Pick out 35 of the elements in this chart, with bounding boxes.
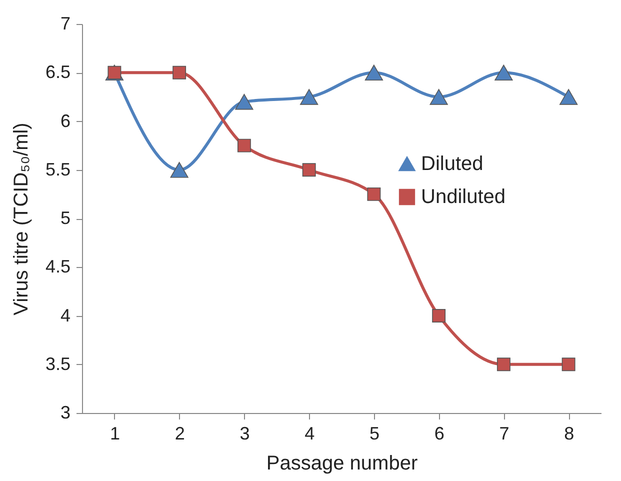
point	[496, 358, 510, 372]
y-tick-label: 4.5	[45, 256, 70, 277]
y-tick-label: 4	[60, 305, 70, 326]
x-tick-label: 5	[369, 424, 380, 444]
x-tick-label: 7	[499, 424, 510, 444]
y-tick-label: 6.5	[45, 62, 70, 82]
x-tick-label: 3	[240, 424, 250, 444]
y-tick-label: 5.5	[45, 159, 70, 180]
point	[172, 66, 186, 80]
x-tick-label: 1	[110, 424, 120, 444]
point	[430, 89, 448, 105]
point	[367, 187, 381, 201]
point	[562, 358, 576, 372]
legend-label: Undiluted	[421, 186, 506, 208]
point	[300, 89, 318, 105]
point	[432, 309, 446, 322]
point	[170, 162, 188, 178]
x-tick-label: 2	[174, 424, 185, 444]
point	[237, 138, 251, 152]
y-tick-label: 5	[60, 208, 70, 228]
x-tick-label: 6	[434, 424, 444, 444]
point	[235, 94, 254, 110]
point	[494, 64, 513, 81]
y-tick-label: 6	[60, 110, 70, 131]
legend-label: Diluted	[421, 153, 484, 175]
y-tick-label: 3.5	[45, 354, 70, 374]
x-tick-label: 8	[564, 424, 574, 444]
x-tick-label: 4	[304, 424, 315, 444]
point	[364, 64, 383, 81]
point	[302, 163, 316, 177]
y-tick-label: 7	[60, 14, 70, 34]
point	[560, 89, 578, 105]
y-axis-title: Virus titre (TCID₅₀/ml)	[10, 122, 32, 316]
x-axis-title: Passage number	[266, 452, 418, 474]
y-tick-label: 3	[60, 402, 70, 422]
